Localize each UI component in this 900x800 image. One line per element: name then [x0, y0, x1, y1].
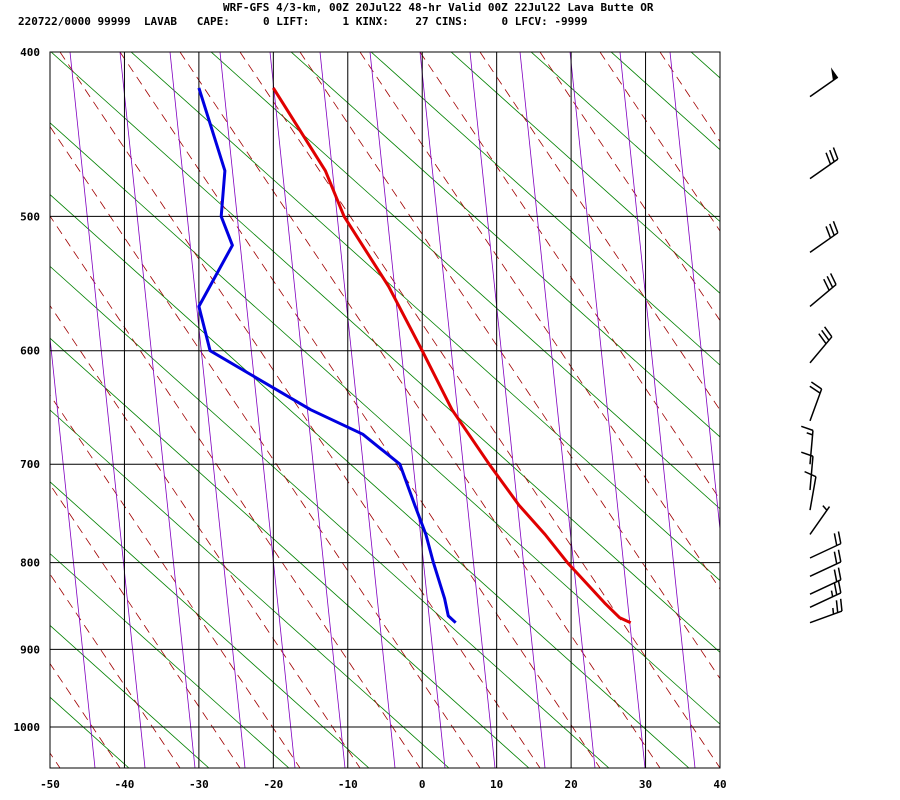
moist-adiabat: [479, 52, 720, 411]
y-tick-label: 900: [20, 643, 40, 656]
y-tick-label: 700: [20, 458, 40, 471]
moist-adiabat: [50, 573, 181, 768]
y-tick-label: 500: [20, 210, 40, 223]
temperature-line: [272, 87, 632, 625]
wind-barb: [809, 273, 837, 307]
background-lines: [0, 42, 900, 778]
dry-adiabat: [0, 42, 60, 778]
wind-barb: [809, 567, 842, 595]
moist-adiabat: [50, 483, 241, 768]
wind-barb: [809, 531, 842, 559]
mixing-ratio-line: [619, 52, 696, 768]
moist-adiabat: [539, 52, 720, 322]
dry-adiabat: [50, 696, 130, 768]
x-tick-label: -40: [115, 778, 135, 791]
mixing-ratio-line: [0, 52, 45, 768]
moist-adiabat: [50, 752, 61, 768]
x-tick-label: -50: [40, 778, 60, 791]
moist-adiabat: [50, 394, 301, 768]
mixing-ratio-line: [419, 52, 496, 768]
wind-barb: [801, 451, 814, 491]
x-tick-label: -30: [189, 778, 209, 791]
dry-adiabat: [370, 52, 720, 366]
wind-barb: [809, 598, 843, 624]
mixing-ratio-line: [719, 52, 720, 56]
moist-adiabat: [239, 52, 720, 768]
wind-barb: [809, 505, 831, 535]
wind-barb: [809, 381, 823, 422]
wind-barb: [809, 221, 839, 253]
x-tick-label: 10: [490, 778, 503, 791]
dry-adiabat: [50, 122, 720, 725]
tick-labels: -50 -40 -30 -20 -10 0 10 20 30 40 400 500 600 700 800 9…: [14, 46, 727, 791]
mixing-ratio-line: [820, 52, 895, 768]
x-tick-label: 40: [713, 778, 726, 791]
dry-adiabat: [50, 194, 690, 768]
x-tick-label: 30: [639, 778, 652, 791]
mixing-ratio-line: [319, 52, 396, 768]
y-tick-label: 400: [20, 46, 40, 59]
dry-adiabat: [610, 52, 720, 151]
wind-barb: [809, 147, 839, 180]
wind-barb: [804, 470, 817, 511]
dry-adiabat: [50, 481, 370, 768]
dry-adiabat: [210, 52, 720, 510]
mixing-ratio-line: [169, 52, 246, 768]
x-tick-label: 0: [419, 778, 426, 791]
dry-adiabat: [450, 52, 720, 294]
moist-adiabat: [50, 662, 121, 768]
wind-barb: [801, 425, 814, 465]
mixing-ratio-line: [469, 52, 546, 768]
x-tick-label: -10: [338, 778, 358, 791]
plot-frame: [49, 51, 721, 769]
dry-adiabat: [130, 52, 720, 582]
mixing-ratio-line: [50, 334, 96, 768]
y-tick-label: 800: [20, 557, 40, 570]
wind-barbs: [801, 67, 843, 624]
profile-lines: [197, 87, 632, 625]
y-tick-label: 1000: [14, 721, 41, 734]
moist-adiabat: [780, 52, 900, 768]
moist-adiabat: [59, 52, 541, 768]
chart-title: WRF-GFS 4/3-km, 00Z 20Jul22 48-hr Valid …: [223, 1, 654, 14]
dry-adiabat: [50, 52, 720, 653]
moist-adiabat: [659, 52, 720, 143]
moist-adiabat: [119, 52, 601, 768]
mixing-ratio-line: [219, 52, 296, 768]
stability-indices: 220722/0000 99999 LAVAB CAPE: 0 LIFT: 1 …: [18, 15, 588, 28]
moist-adiabat: [299, 52, 720, 680]
dry-adiabat: [530, 52, 720, 223]
dry-adiabat: [50, 337, 530, 768]
wind-barb: [809, 326, 833, 364]
moist-adiabat: [419, 52, 720, 501]
mixing-ratio-line: [569, 52, 646, 768]
dry-adiabat: [50, 553, 290, 768]
moist-adiabat: [359, 52, 720, 590]
moist-adiabat: [719, 52, 720, 53]
dry-adiabat: [290, 52, 720, 438]
moist-adiabat: [599, 52, 720, 232]
mixing-ratio-line: [69, 52, 146, 768]
dewpoint-line: [197, 87, 457, 624]
x-tick-label: -20: [263, 778, 283, 791]
wind-barb: [809, 580, 842, 608]
x-tick-label: 20: [564, 778, 577, 791]
dry-adiabat: [50, 409, 450, 768]
y-tick-label: 600: [20, 345, 40, 358]
wind-barb: [809, 67, 839, 98]
grid-lines: [49, 51, 721, 768]
mixing-ratio-line: [669, 52, 720, 534]
mixing-ratio-line: [269, 52, 346, 768]
mixing-ratio-line: [369, 52, 446, 768]
moist-adiabat: [50, 125, 481, 768]
mixing-ratio-line: [119, 52, 196, 768]
dry-adiabat: [840, 42, 900, 778]
wind-barb: [809, 549, 842, 577]
moist-adiabat: [50, 304, 361, 768]
mixing-ratio-line: [519, 52, 596, 768]
moist-adiabat: [179, 52, 661, 768]
